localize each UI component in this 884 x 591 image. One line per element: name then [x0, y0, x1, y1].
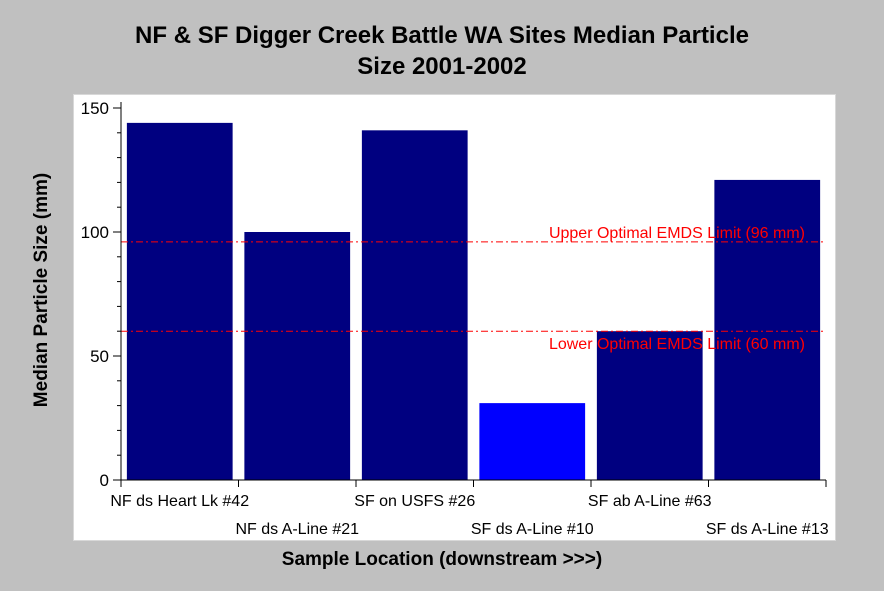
y-axis-label: Median Particle Size (mm) — [31, 172, 52, 408]
bar-1 — [126, 122, 233, 480]
reference-line-label-2: Lower Optimal EMDS Limit (60 mm) — [549, 336, 805, 353]
reference-line-label-1: Upper Optimal EMDS Limit (96 mm) — [549, 225, 805, 242]
chart-title-line-1: NF & SF Digger Creek Battle WA Sites Med… — [135, 22, 749, 49]
bar-2 — [244, 232, 351, 480]
y-tick-label: 0 — [100, 471, 109, 490]
chart-title-line-2: Size 2001-2002 — [357, 53, 527, 80]
x-tick-label-5: SF ab A-Line #63 — [588, 493, 712, 510]
x-tick-label-6: SF ds A-Line #13 — [706, 521, 829, 538]
x-tick-label-1: NF ds Heart Lk #42 — [110, 493, 249, 510]
x-tick-label-2: NF ds A-Line #21 — [235, 521, 359, 538]
bar-4 — [479, 403, 586, 480]
x-tick-label-3: SF on USFS #26 — [354, 493, 475, 510]
x-tick-label-4: SF ds A-Line #10 — [471, 521, 594, 538]
bar-5 — [596, 331, 703, 480]
y-tick-label: 150 — [81, 99, 109, 118]
y-tick-label: 100 — [81, 223, 109, 242]
bar-6 — [714, 179, 821, 481]
x-axis-label: Sample Location (downstream >>>) — [281, 549, 603, 570]
bar-3 — [361, 130, 468, 480]
y-tick-label: 50 — [90, 347, 109, 366]
